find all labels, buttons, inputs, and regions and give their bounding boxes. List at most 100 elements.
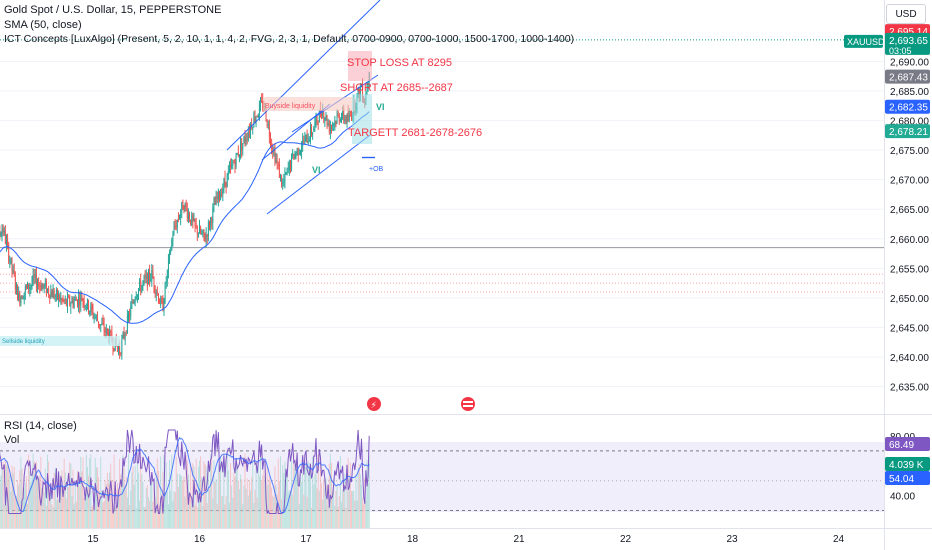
buyside-label: Buyside liquidity: [265, 103, 316, 110]
flag-stripe: [463, 405, 473, 407]
candle-body: [250, 124, 251, 133]
volume-bar: [258, 475, 260, 528]
vi-label-top: VI: [376, 102, 385, 112]
volume-bar: [47, 454, 49, 528]
candle-body: [286, 168, 288, 174]
volume-bar: [176, 473, 178, 528]
candle-body: [224, 177, 226, 184]
volume-bar: [242, 504, 244, 528]
volume-bar: [49, 484, 51, 528]
candle-body: [223, 179, 225, 189]
volume-bar: [64, 472, 66, 528]
candle-body: [248, 130, 250, 133]
candle-body: [229, 166, 230, 172]
volume-bar: [294, 461, 296, 528]
candle-body: [2, 227, 4, 233]
candle-body: [37, 283, 38, 288]
volume-bar: [166, 491, 168, 528]
volume-bar: [90, 454, 92, 528]
candle-body: [105, 328, 107, 334]
volume-bar: [222, 495, 224, 528]
volume-bar: [303, 494, 305, 528]
price-tick-label: 2,660.00: [890, 235, 929, 246]
candle-body: [237, 152, 239, 157]
candle-body: [174, 225, 176, 227]
candle-body: [265, 108, 267, 122]
volume-bar: [299, 474, 301, 528]
volume-bar: [327, 505, 329, 528]
volume-bar: [271, 487, 273, 528]
price-tag-label: 2,687.43: [889, 73, 928, 84]
volume-bar: [344, 473, 346, 528]
volume-bar: [308, 467, 310, 528]
candle-body: [184, 203, 186, 210]
candle-body: [287, 168, 289, 170]
candle-body: [55, 290, 57, 295]
volume-bar: [27, 503, 29, 528]
candle-body: [166, 270, 168, 282]
volume-bar: [152, 501, 154, 528]
volume-bar: [312, 456, 314, 528]
candle-body: [42, 283, 44, 287]
volume-value-label: 4.039 K: [889, 460, 924, 471]
candle-body: [243, 136, 245, 142]
candle-body: [131, 301, 133, 309]
volume-bar: [201, 477, 203, 528]
volume-bar: [337, 506, 339, 528]
volume-bar: [319, 456, 321, 528]
candle-body: [40, 285, 42, 290]
vol-legend[interactable]: Vol: [4, 434, 20, 446]
volume-bar: [110, 463, 112, 528]
candle-body: [70, 304, 72, 307]
volume-bar: [179, 474, 181, 528]
volume-bar: [91, 506, 93, 528]
volume-bar: [20, 456, 22, 528]
volume-bar: [12, 472, 14, 528]
volume-bar: [173, 491, 175, 528]
time-tick-label: 23: [726, 534, 738, 545]
candle-body: [22, 298, 24, 300]
volume-bar: [48, 461, 50, 528]
volume-bar: [10, 491, 12, 528]
volume-bar: [263, 470, 265, 528]
ict-legend[interactable]: ICT Concepts [LuxAlgo] (Present, 5, 2, 1…: [4, 33, 575, 45]
rsi-legend[interactable]: RSI (14, close): [4, 420, 77, 432]
sma-legend[interactable]: SMA (50, close): [4, 19, 82, 31]
volume-bar: [140, 456, 142, 528]
volume-bar: [98, 477, 100, 528]
volume-bar: [134, 465, 136, 528]
candle-body: [293, 154, 295, 160]
candle-body: [227, 170, 229, 175]
candle-body: [100, 324, 102, 327]
candle-body: [335, 121, 337, 125]
volume-bar: [149, 500, 151, 528]
volume-bar: [194, 505, 196, 528]
candle-body: [175, 226, 177, 229]
volume-bar: [298, 504, 300, 528]
volume-bar: [309, 462, 311, 528]
volume-bar: [326, 484, 328, 528]
candle-body: [7, 239, 9, 245]
volume-bar: [40, 456, 42, 528]
volume-bar: [256, 497, 258, 528]
candle-body: [253, 115, 255, 128]
volume-bar: [31, 475, 33, 528]
volume-bar: [120, 474, 122, 528]
candle-body: [106, 328, 108, 333]
candle-body: [199, 227, 200, 234]
volume-bar: [342, 489, 344, 528]
candle-body: [120, 353, 122, 355]
rsi-ma-line: [0, 436, 370, 514]
target-zone: [352, 94, 372, 144]
candle-body: [238, 154, 240, 157]
candle-body: [171, 239, 173, 250]
volume-bar: [177, 486, 179, 528]
price-tag: [885, 124, 930, 139]
candle-body: [133, 301, 135, 304]
volume-bar: [139, 500, 141, 528]
currency-button[interactable]: USD: [886, 4, 926, 24]
volume-bar: [255, 464, 257, 528]
time-tick-label: 17: [300, 534, 312, 545]
candle-body: [102, 321, 104, 324]
